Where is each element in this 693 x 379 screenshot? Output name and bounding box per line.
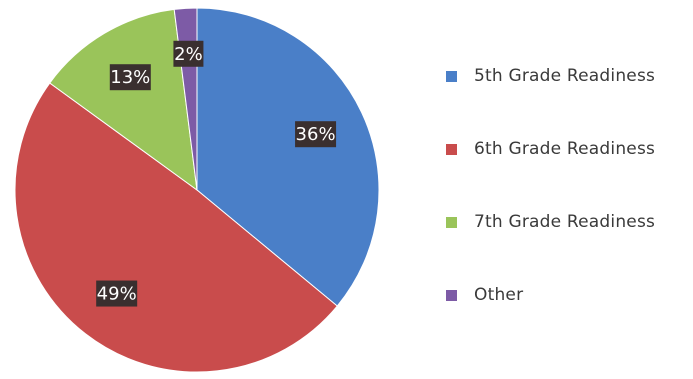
pie-label-text: 2% [174, 44, 203, 65]
pie-label-background [295, 121, 337, 148]
legend-label-other: Other [474, 285, 524, 305]
pie-label-text: 13% [110, 67, 150, 88]
legend-item-5th-grade-readiness: 5th Grade Readiness [446, 64, 693, 88]
pie-label-text: 49% [97, 284, 137, 305]
legend-swatch-5th-grade-readiness [446, 70, 457, 82]
legend-swatch-6th-grade-readiness [446, 143, 457, 155]
pie-label-other: 2% [173, 40, 204, 67]
pie-slice-labels: 36% 49% 13% 2% [96, 40, 337, 307]
legend-swatch-other [446, 289, 457, 301]
pie-label-5th-grade-readiness: 36% [295, 121, 337, 148]
pie-label-background [109, 64, 151, 91]
legend-label-5th-grade-readiness: 5th Grade Readiness [474, 66, 656, 86]
pie-label-6th-grade-readiness: 49% [96, 280, 138, 307]
legend-item-6th-grade-readiness: 6th Grade Readiness [446, 137, 693, 161]
pie-label-background [173, 40, 204, 67]
pie-slices [14, 7, 380, 373]
pie-slice-5th-grade-readiness [196, 7, 380, 307]
pie-label-7th-grade-readiness: 13% [109, 64, 151, 91]
chart-legend: 5th Grade Readiness 6th Grade Readiness … [446, 64, 693, 356]
pie-slice-6th-grade-readiness [14, 82, 338, 373]
legend-label-6th-grade-readiness: 6th Grade Readiness [474, 139, 656, 159]
pie-slice-7th-grade-readiness [49, 8, 198, 192]
pie-label-background [96, 280, 138, 307]
pie-label-text: 36% [296, 124, 336, 145]
legend-item-7th-grade-readiness: 7th Grade Readiness [446, 210, 693, 234]
legend-item-other: Other [446, 283, 693, 307]
legend-label-7th-grade-readiness: 7th Grade Readiness [474, 212, 656, 232]
legend-swatch-7th-grade-readiness [446, 216, 457, 228]
